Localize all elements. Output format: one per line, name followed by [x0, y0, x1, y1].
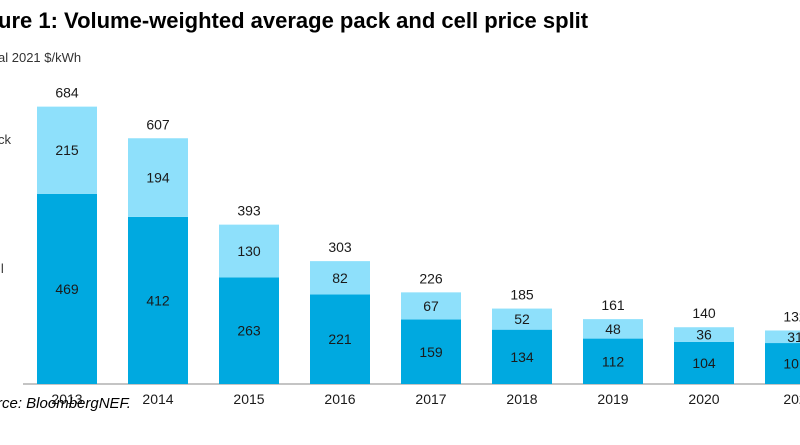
label-total-202: 132 [783, 308, 800, 324]
tick-2019: 2019 [597, 391, 628, 407]
tick-2018: 2018 [506, 391, 537, 407]
label-cell-2014: 412 [146, 292, 170, 308]
label-cell-2015: 263 [237, 323, 261, 339]
legend-pack: ck [0, 132, 12, 147]
tick-202: 202 [783, 391, 800, 407]
label-pack-202: 31 [787, 329, 800, 345]
unit-label: al 2021 $/kWh [0, 50, 81, 65]
bar-cell-2015 [219, 277, 279, 384]
label-total-2014: 607 [146, 116, 170, 132]
bar-pack-2016 [310, 261, 370, 295]
tick-2016: 2016 [324, 391, 355, 407]
bar-pack-2020 [674, 327, 734, 342]
label-pack-2018: 52 [514, 311, 530, 327]
label-total-2020: 140 [692, 305, 716, 321]
bar-pack-2019 [583, 319, 643, 339]
label-cell-2018: 134 [510, 349, 534, 365]
tick-2013: 2013 [51, 391, 82, 407]
bar-cell-2013 [37, 193, 97, 384]
bar-cell-2018 [492, 329, 552, 384]
label-total-2019: 161 [601, 297, 625, 313]
tick-2014: 2014 [142, 391, 173, 407]
chart-title: ure 1: Volume-weighted average pack and … [0, 8, 589, 33]
bar-cell-2017 [401, 319, 461, 384]
bar-pack-2015 [219, 224, 279, 278]
bar-cell-2014 [128, 216, 188, 384]
bar-cell-2019 [583, 338, 643, 384]
label-cell-2013: 469 [55, 281, 79, 297]
label-pack-2019: 48 [605, 321, 621, 337]
tick-2015: 2015 [233, 391, 264, 407]
label-cell-2020: 104 [692, 355, 716, 371]
label-total-2015: 393 [237, 203, 261, 219]
bar-cell-2020 [674, 341, 734, 384]
label-cell-2019: 112 [602, 353, 625, 369]
label-pack-2020: 36 [696, 327, 712, 343]
bar-cell-2016 [310, 294, 370, 384]
label-total-2017: 226 [419, 270, 443, 286]
label-pack-2016: 82 [332, 270, 348, 286]
bar-pack-2014 [128, 138, 188, 217]
label-pack-2017: 67 [423, 298, 439, 314]
label-pack-2013: 215 [55, 142, 79, 158]
bar-pack-202 [765, 330, 800, 344]
label-pack-2015: 130 [237, 243, 261, 259]
label-total-2016: 303 [328, 239, 352, 255]
tick-2020: 2020 [688, 391, 719, 407]
tick-2017: 2017 [415, 391, 446, 407]
label-cell-2017: 159 [419, 344, 443, 360]
source-note: rce: BloombergNEF. [0, 395, 131, 412]
label-pack-2014: 194 [146, 170, 170, 186]
legend-cell: ll [0, 261, 4, 276]
bar-pack-2013 [37, 106, 97, 194]
label-total-2018: 185 [510, 287, 534, 303]
bar-pack-2018 [492, 308, 552, 330]
label-cell-2016: 221 [328, 331, 352, 347]
bar-cell-202 [765, 343, 800, 384]
bars-group: 469 215 684 2013 412 194 607 2014 263 130 393 2015 2… [37, 85, 800, 407]
bar-pack-2017 [401, 292, 461, 320]
label-total-2013: 684 [55, 85, 79, 101]
label-cell-202: 101 [783, 356, 800, 372]
